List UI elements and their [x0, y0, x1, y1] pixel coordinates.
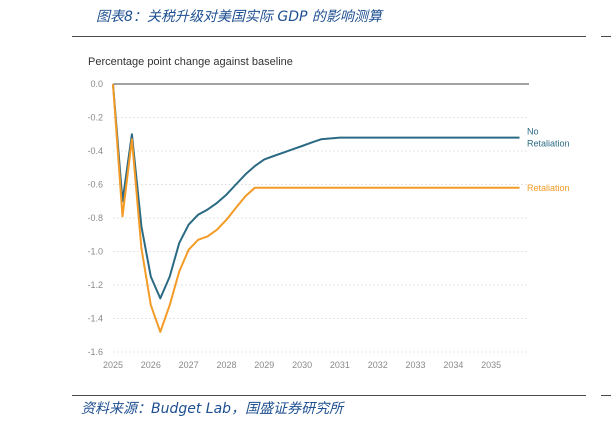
y-tick-label: -1.2: [87, 280, 103, 290]
bottom-rule: [72, 395, 586, 396]
source-note: 资料来源：Budget Lab，国盛证券研究所: [81, 401, 344, 417]
y-tick-label: -1.0: [87, 247, 103, 257]
y-tick-label: -0.8: [87, 213, 103, 223]
x-tick-label: 2025: [103, 360, 123, 370]
y-tick-label: 0.0: [90, 79, 103, 89]
top-rule: [72, 36, 586, 37]
y-tick-label: -1.6: [87, 347, 103, 357]
x-tick-label: 2026: [141, 360, 161, 370]
series-label: Retaliation: [527, 139, 570, 149]
x-tick-label: 2035: [481, 360, 501, 370]
y-tick-label: -0.2: [87, 113, 103, 123]
figure-title: 图表8：关税升级对美国实际 GDP 的影响测算: [96, 9, 382, 25]
x-tick-label: 2030: [292, 360, 312, 370]
x-tick-label: 2027: [179, 360, 199, 370]
y-tick-label: -1.4: [87, 314, 103, 324]
series-label: No: [527, 127, 539, 137]
chart-title: Percentage point change against baseline: [88, 56, 293, 68]
top-rule-end: [601, 36, 611, 37]
grid-lines: [113, 83, 529, 353]
x-tick-label: 2032: [368, 360, 388, 370]
series-line-retaliation: [112, 83, 520, 333]
y-tick-label: -0.6: [87, 180, 103, 190]
y-axis-ticks: 0.0 -0.2 -0.4 -0.6 -0.8 -1.0 -1.2 -1.4 -1.6: [87, 79, 103, 357]
series-labels: No Retaliation Retaliation: [527, 127, 570, 193]
x-tick-label: 2031: [330, 360, 350, 370]
series-lines: [112, 83, 520, 333]
x-tick-label: 2029: [254, 360, 274, 370]
x-tick-label: 2033: [406, 360, 426, 370]
x-axis-ticks: 2025 2026 2027 2028 2029 2030 2031 2032 2033 2034…: [103, 360, 501, 370]
series-label: Retaliation: [527, 183, 570, 193]
y-tick-label: -0.4: [87, 146, 103, 156]
x-tick-label: 2034: [443, 360, 463, 370]
x-tick-label: 2028: [216, 360, 236, 370]
series-line-no-retaliation: [112, 83, 520, 300]
bottom-rule-end: [601, 395, 611, 396]
